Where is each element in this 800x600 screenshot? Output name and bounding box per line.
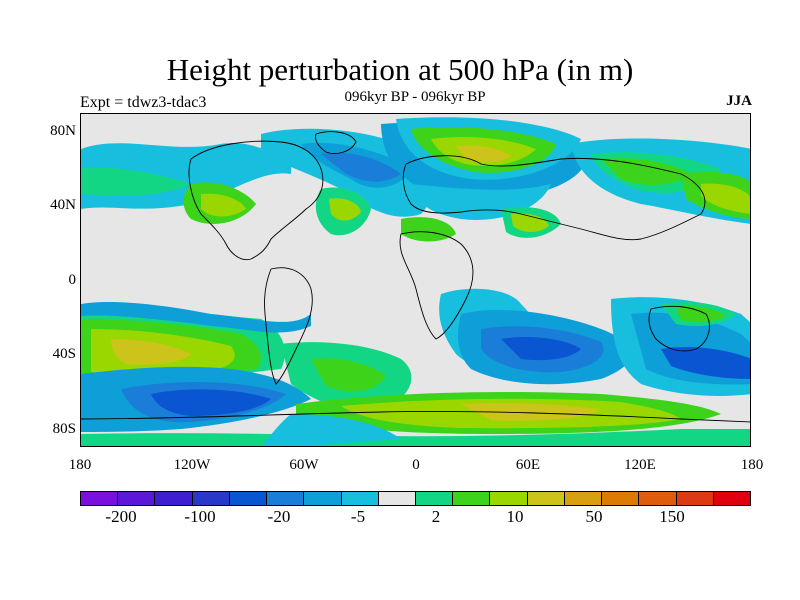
colorbar-swatch-3 (192, 492, 230, 505)
colorbar-swatch-17 (713, 492, 750, 505)
colorbar (80, 491, 751, 506)
lon-label-180-west: 180 (68, 457, 92, 473)
lon-label-0: 0 (412, 457, 420, 473)
colorbar-swatch-8 (378, 492, 416, 505)
colorbar-swatch-15 (639, 492, 677, 505)
colorbar-swatch-12 (527, 492, 565, 505)
australia-outline (648, 305, 710, 352)
lon-label-180-east: 180 (740, 457, 764, 473)
contour-dark-blue (661, 347, 750, 379)
colorbar-label: -100 (184, 507, 216, 526)
map-plot-area (80, 113, 751, 447)
colorbar-label: 150 (659, 507, 685, 526)
lat-label-equator: 0 (68, 272, 77, 288)
contour-dark-blue (151, 389, 271, 416)
colorbar-label: 50 (585, 507, 603, 526)
contour-blue (321, 152, 401, 182)
contour-fields (81, 117, 750, 446)
lon-label-60w: 60W (289, 457, 319, 473)
contour-yellow-green (201, 193, 246, 217)
plot-title: Height perturbation at 500 hPa (in m) (166, 52, 634, 87)
contour-teal (81, 429, 750, 446)
colorbar-swatch-14 (602, 492, 640, 505)
lon-label-60e: 60E (515, 457, 541, 473)
experiment-label: Expt = tdwz3-tdac3 (80, 94, 207, 111)
lat-label-40n: 40N (50, 197, 76, 213)
colorbar-swatch-13 (564, 492, 603, 505)
colorbar-swatch-1 (118, 492, 156, 505)
contour-green (601, 158, 691, 186)
lat-label-40s: 40S (52, 346, 76, 362)
colorbar-swatch-7 (341, 492, 379, 505)
colorbar-label: -20 (267, 507, 291, 526)
contour-green (401, 217, 456, 242)
colorbar-swatch-10 (453, 492, 491, 505)
colorbar-swatch-2 (155, 492, 193, 505)
coastline-outlines (81, 131, 750, 423)
colorbar-label: 2 (431, 507, 441, 526)
season-label: JJA (726, 93, 752, 109)
contour-dark-blue (501, 337, 581, 361)
plot-subtitle: 096kyr BP - 096kyr BP (344, 89, 486, 105)
eurasia-outline (402, 155, 706, 241)
colorbar-swatch-6 (304, 492, 342, 505)
lon-label-120e: 120E (624, 457, 656, 473)
lat-label-80s: 80S (52, 421, 76, 437)
contour-olive (456, 145, 511, 163)
colorbar-label: -5 (350, 507, 366, 526)
contour-cyan (262, 414, 401, 446)
south-america-outline (264, 267, 313, 385)
africa-outline (399, 231, 474, 340)
contour-olive (461, 403, 601, 421)
height-perturbation-map (81, 114, 750, 446)
contour-green (676, 306, 726, 323)
colorbar-label: -200 (105, 507, 137, 526)
lon-label-120w: 120W (173, 457, 211, 473)
colorbar-swatch-11 (490, 492, 528, 505)
antarctica-outline (81, 411, 750, 423)
contour-light-blue (81, 302, 311, 333)
lat-label-80n: 80N (50, 123, 76, 139)
colorbar-swatch-4 (229, 492, 268, 505)
contour-yellow-green (329, 198, 361, 221)
contour-teal (81, 167, 191, 196)
north-america-outline (188, 140, 324, 261)
colorbar-swatch-5 (267, 492, 305, 505)
contour-green (311, 358, 386, 392)
greenland-outline (315, 131, 357, 154)
contour-yellow-green (511, 213, 549, 232)
colorbar-label: 10 (506, 507, 524, 526)
contour-yellow-green (701, 183, 750, 214)
contour-olive (111, 339, 191, 365)
colorbar-swatch-16 (676, 492, 714, 505)
colorbar-swatch-9 (415, 492, 454, 505)
colorbar-swatch-0 (81, 492, 119, 505)
